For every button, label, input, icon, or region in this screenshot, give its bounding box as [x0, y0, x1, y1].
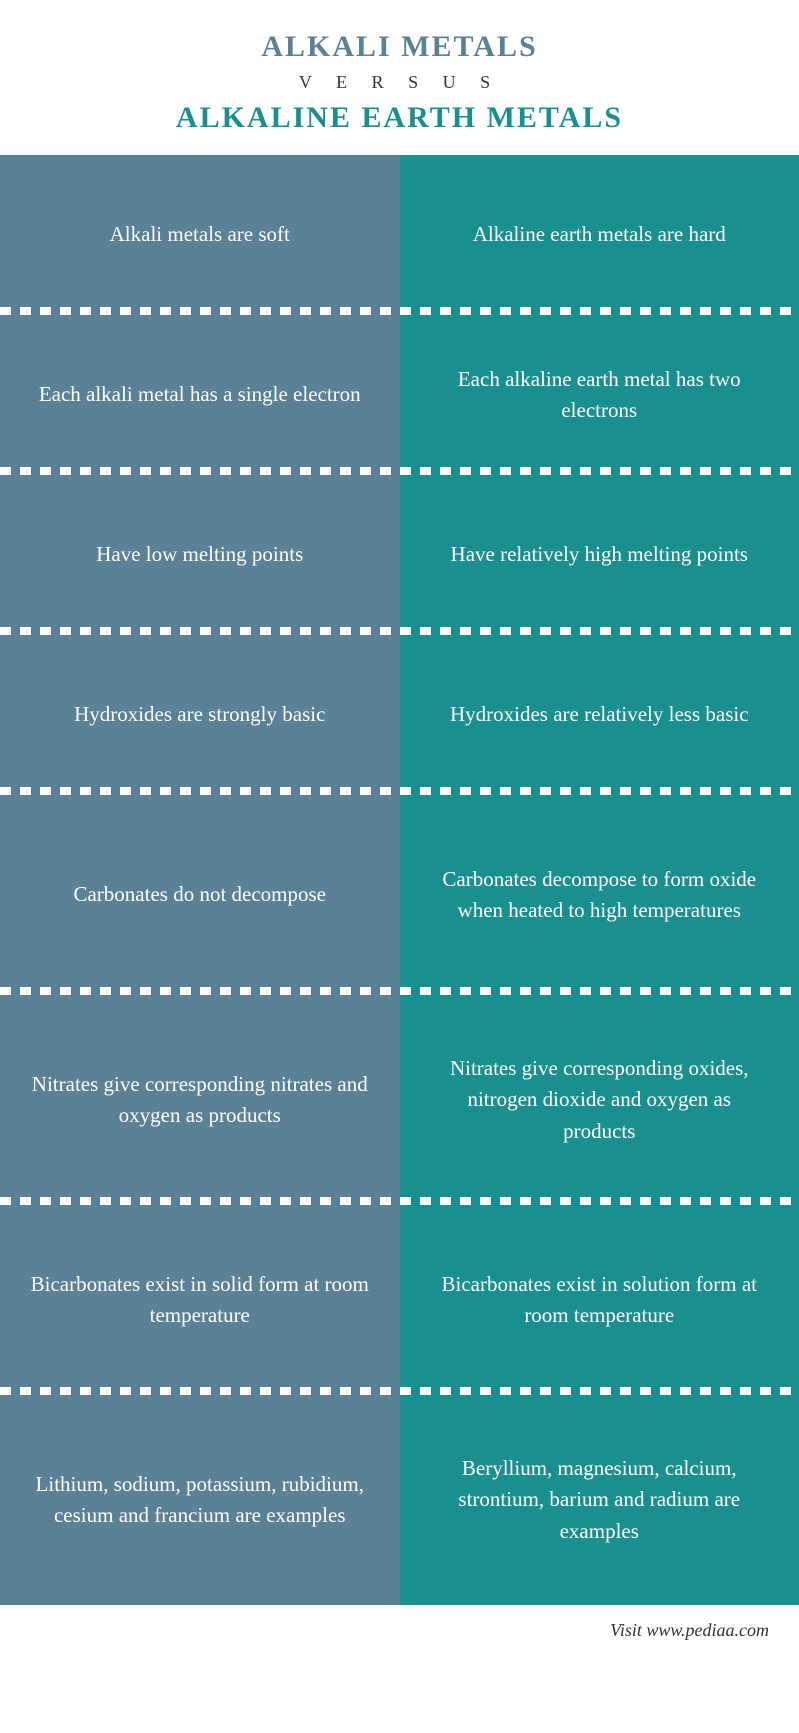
- header: ALKALI METALS V E R S U S ALKALINE EARTH…: [0, 0, 799, 155]
- versus-label: V E R S U S: [20, 72, 779, 93]
- footer-text: Visit www.pediaa.com: [0, 1605, 799, 1656]
- comparison-cell-left-3: Hydroxides are strongly basic: [0, 635, 400, 795]
- comparison-cell-left-6: Bicarbonates exist in solid form at room…: [0, 1205, 400, 1395]
- comparison-cell-left-2: Have low melting points: [0, 475, 400, 635]
- comparison-cell-right-0: Alkaline earth metals are hard: [400, 155, 799, 315]
- comparison-cell-left-4: Carbonates do not decompose: [0, 795, 400, 995]
- comparison-cell-right-6: Bicarbonates exist in solution form at r…: [400, 1205, 799, 1395]
- comparison-cell-left-5: Nitrates give corresponding nitrates and…: [0, 995, 400, 1205]
- right-column: Alkaline earth metals are hardEach alkal…: [400, 155, 799, 1605]
- comparison-cell-right-3: Hydroxides are relatively less basic: [400, 635, 799, 795]
- comparison-cell-right-2: Have relatively high melting points: [400, 475, 799, 635]
- infographic-container: ALKALI METALS V E R S U S ALKALINE EARTH…: [0, 0, 799, 1656]
- comparison-table: Alkali metals are softEach alkali metal …: [0, 155, 799, 1605]
- comparison-cell-left-1: Each alkali metal has a single electron: [0, 315, 400, 475]
- comparison-cell-left-7: Lithium, sodium, potassium, rubidium, ce…: [0, 1395, 400, 1605]
- comparison-cell-right-5: Nitrates give corresponding oxides, nitr…: [400, 995, 799, 1205]
- comparison-cell-right-1: Each alkaline earth metal has two electr…: [400, 315, 799, 475]
- left-column: Alkali metals are softEach alkali metal …: [0, 155, 400, 1605]
- comparison-cell-right-7: Beryllium, magnesium, calcium, strontium…: [400, 1395, 799, 1605]
- comparison-cell-right-4: Carbonates decompose to form oxide when …: [400, 795, 799, 995]
- comparison-cell-left-0: Alkali metals are soft: [0, 155, 400, 315]
- title-bottom: ALKALINE EARTH METALS: [20, 101, 779, 135]
- title-top: ALKALI METALS: [20, 30, 779, 64]
